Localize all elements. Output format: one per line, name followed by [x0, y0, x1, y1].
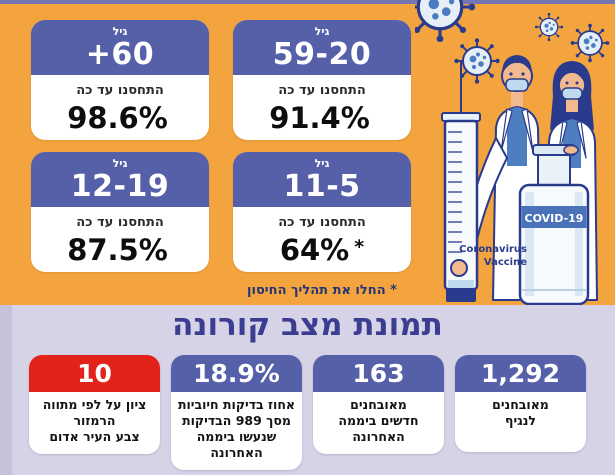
age-group-card-20-59: גיל 59-20 התחסנו עד כה 91.4%: [233, 20, 411, 140]
age-card-header: גיל 12-19: [31, 152, 209, 207]
percent-asterisk: *: [354, 236, 365, 258]
vaccinated-label: התחסנו עד כה: [76, 83, 164, 98]
bottle-text-line2: Vaccine: [484, 257, 527, 268]
stat-label: ציון על לפי מתווה הרמזור צבע העיר אדום: [42, 397, 147, 444]
stat-label: מאובחנים חדשים ביממה האחרונה: [338, 397, 419, 444]
vaccinated-percent: 64% *: [233, 230, 411, 267]
age-card-header: גיל 11-5: [233, 152, 411, 207]
percent-value: 87.5%: [67, 233, 168, 267]
stat-card-positive-test-rate: 18.9% אחוז בדיקות חיוביות מסך 989 הבדיקו…: [171, 355, 302, 470]
top-border-strip: [0, 0, 615, 4]
status-section: תמונת מצב קורונה 1,292 מאובחנים לנגיף 16…: [0, 305, 615, 475]
virus-icon-small: [534, 12, 564, 42]
vaccine-bottle: COVID-19 Coronavirus Vaccine: [459, 144, 590, 305]
age-card-body: התחסנו עד כה 87.5%: [31, 207, 209, 267]
age-range: 12-19: [70, 169, 170, 204]
stat-card-header: 18.9%: [171, 355, 302, 392]
bottle-text-line1: Coronavirus: [459, 244, 527, 255]
virus-icon-small: [569, 22, 611, 64]
medical-staff-illustration: COVID-19 Coronavirus Vaccine: [415, 0, 611, 305]
stat-label: מאובחנים לנגיף: [492, 397, 549, 428]
vaccinated-percent: 98.6%: [31, 98, 209, 135]
vaccinated-percent: 91.4%: [233, 98, 411, 135]
age-card-body: התחסנו עד כה 91.4%: [233, 75, 411, 135]
age-card-body: התחסנו עד כה 64% *: [233, 207, 411, 267]
age-label: גיל: [112, 157, 128, 170]
age-label: גיל: [314, 25, 330, 38]
stat-card-diagnosed-total: 1,292 מאובחנים לנגיף: [455, 355, 586, 452]
section-title: תמונת מצב קורונה: [172, 307, 443, 343]
vaccinated-label: התחסנו עד כה: [76, 215, 164, 230]
stat-value: 18.9%: [193, 359, 280, 388]
age-group-card-12-19: גיל 12-19 התחסנו עד כה 87.5%: [31, 152, 209, 272]
vaccinated-percent: 87.5%: [31, 230, 209, 267]
age-group-card-5-11: גיל 11-5 התחסנו עד כה 64% *: [233, 152, 411, 272]
syringe-illustration: [441, 60, 481, 302]
stat-card-traffic-light-score: 10 ציון על לפי מתווה הרמזור צבע העיר אדו…: [29, 355, 160, 454]
stat-card-header-red: 10: [29, 355, 160, 392]
stat-card-header: 1,292: [455, 355, 586, 392]
stat-value: 10: [77, 359, 112, 388]
percent-value: 64%: [279, 233, 350, 267]
age-range: 59-20: [272, 37, 372, 72]
age-label: גיל: [112, 25, 128, 38]
virus-icon-large: [415, 0, 477, 44]
age-range: +60: [85, 37, 155, 72]
vaccination-section: גיל +60 התחסנו עד כה 98.6% גיל 59-20 התח…: [0, 0, 615, 305]
vaccinated-label: התחסנו עד כה: [278, 83, 366, 98]
stat-card-header: 163: [313, 355, 444, 392]
vaccination-footnote: * החלו את תהליך החיסון: [247, 283, 397, 298]
age-group-card-60plus: גיל +60 התחסנו עד כה 98.6%: [31, 20, 209, 140]
age-card-header: גיל +60: [31, 20, 209, 75]
percent-value: 91.4%: [269, 101, 370, 135]
stat-value: 163: [352, 359, 405, 388]
percent-value: 98.6%: [67, 101, 168, 135]
stat-label: אחוז בדיקות חיוביות מסך 989 הבדיקות שנעש…: [177, 397, 296, 460]
age-card-body: התחסנו עד כה 98.6%: [31, 75, 209, 135]
vaccinated-label: התחסנו עד כה: [278, 215, 366, 230]
stat-value: 1,292: [480, 359, 561, 388]
stat-card-new-daily-cases: 163 מאובחנים חדשים ביממה האחרונה: [313, 355, 444, 454]
age-label: גיל: [314, 157, 330, 170]
age-card-header: גיל 59-20: [233, 20, 411, 75]
age-range: 11-5: [283, 169, 361, 204]
left-edge-shade: [0, 305, 12, 475]
stats-row: 1,292 מאובחנים לנגיף 163 מאובחנים חדשים …: [0, 355, 615, 470]
bottle-band-label: COVID-19: [525, 212, 584, 225]
